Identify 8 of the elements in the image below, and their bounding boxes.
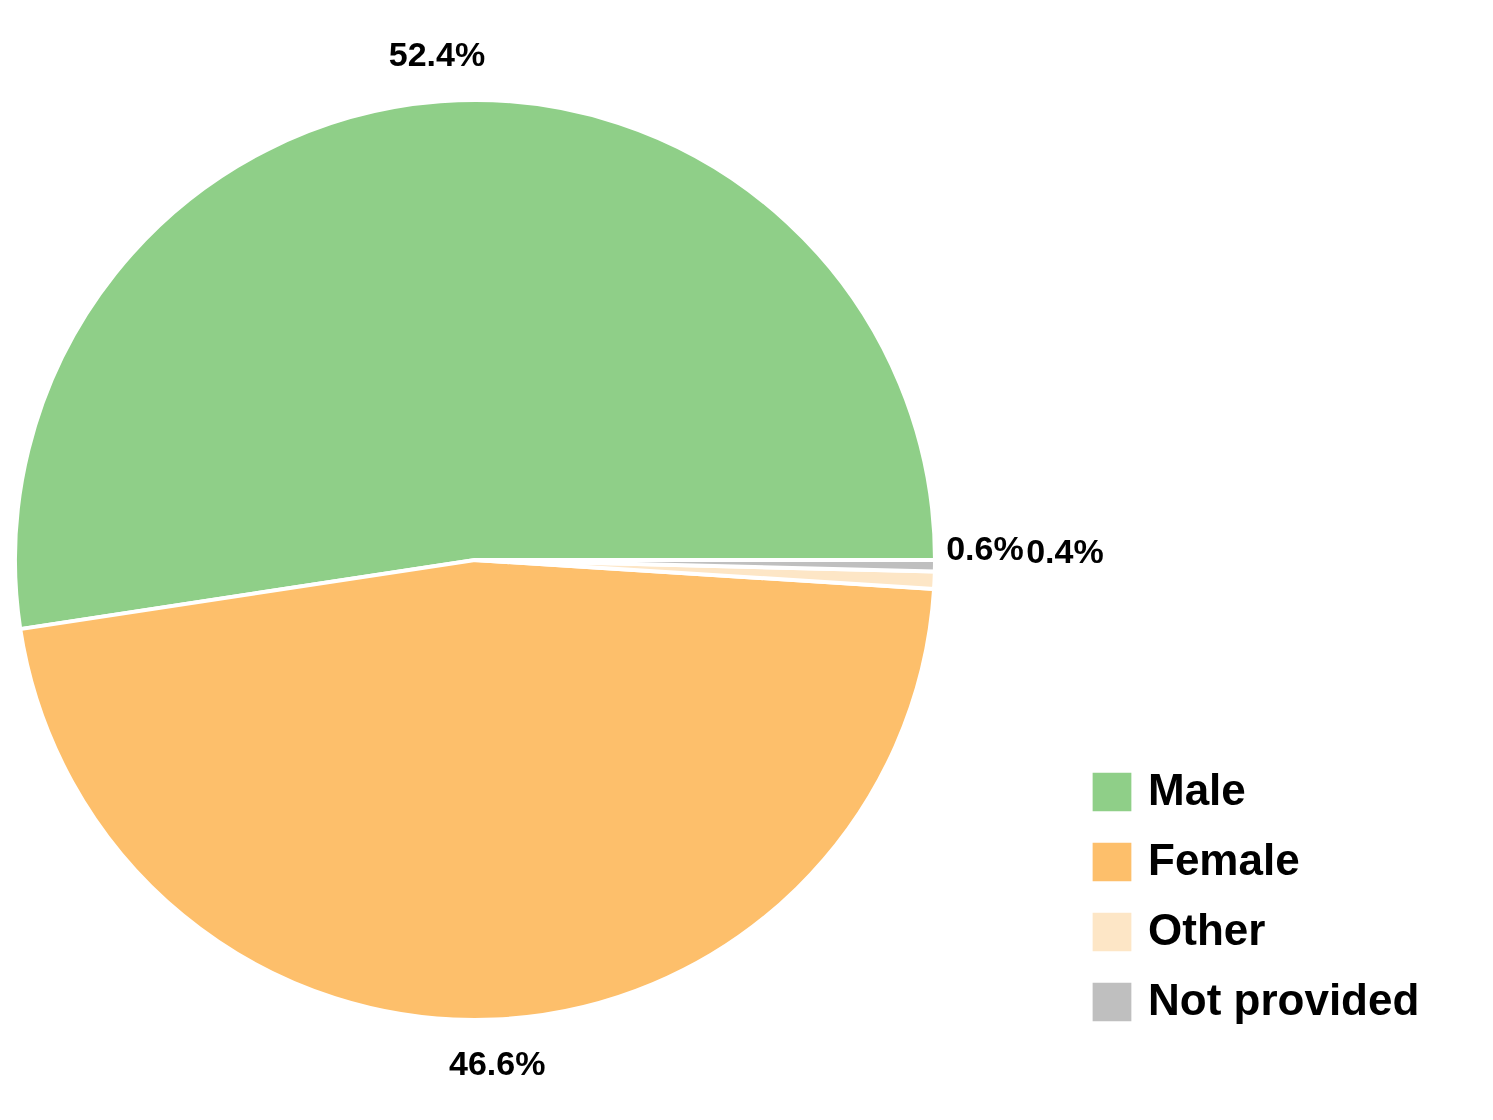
legend-label: Male	[1148, 765, 1246, 814]
data-label: 0.4%	[1026, 531, 1104, 570]
data-label: 52.4%	[388, 35, 486, 74]
legend-label: Female	[1148, 835, 1300, 884]
legend-label: Not provided	[1148, 975, 1420, 1024]
data-label: 0.6%	[946, 529, 1024, 568]
legend-label: Other	[1148, 905, 1266, 954]
data-label: 46.6%	[449, 1043, 546, 1082]
